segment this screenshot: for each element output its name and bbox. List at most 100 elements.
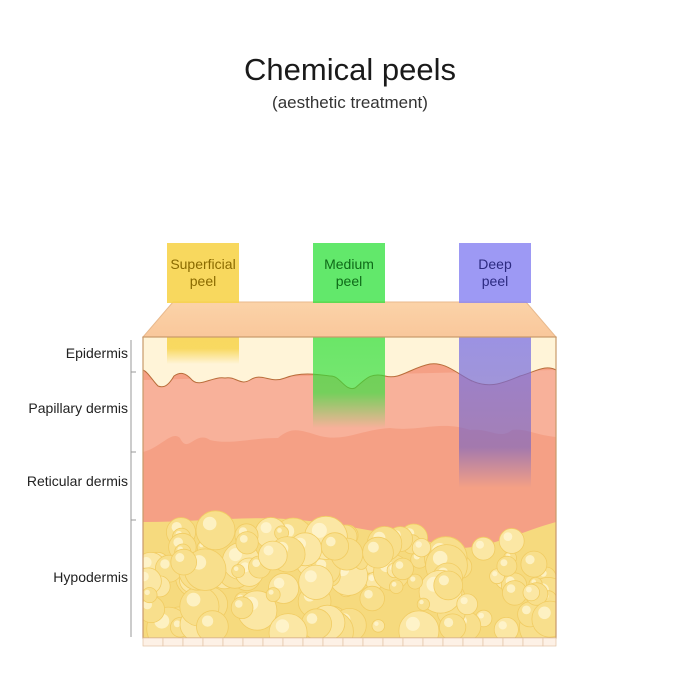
fat-cell-highlight xyxy=(498,621,507,630)
epidermis-label: Epidermis xyxy=(65,345,128,361)
page-subtitle: (aesthetic treatment) xyxy=(272,93,428,112)
fat-cell xyxy=(531,600,556,638)
tile xyxy=(502,637,524,647)
fat-cell-highlight xyxy=(374,621,379,626)
fat-cell-highlight xyxy=(260,522,272,534)
fat-cell xyxy=(391,557,414,581)
fat-cell-highlight xyxy=(391,581,397,587)
fat-cell xyxy=(439,613,467,638)
papillary-dermis-label: Papillary dermis xyxy=(28,400,128,416)
fat-cell xyxy=(143,587,158,604)
fat-cell-highlight xyxy=(275,619,290,633)
bottom-tile-strip xyxy=(142,637,557,647)
superficial-peel-box xyxy=(167,243,239,303)
superficial-peel-label-line1: Superficial xyxy=(170,256,236,272)
fat-cell xyxy=(416,597,430,611)
tile xyxy=(142,637,164,647)
tile xyxy=(202,637,224,647)
deep-peel-box xyxy=(459,243,531,303)
superficial-peel-column xyxy=(167,337,239,364)
medium-peel-label-line2: peel xyxy=(335,273,363,289)
fat-cell-highlight xyxy=(368,541,379,553)
hypodermis-label: Hypodermis xyxy=(53,569,128,585)
fat-cell xyxy=(456,593,479,616)
fat-cell xyxy=(231,564,246,578)
fat-cells xyxy=(143,510,556,638)
fat-cell-highlight xyxy=(438,575,449,586)
deep-peel-label: Deep peel xyxy=(459,256,531,290)
layer-bracket xyxy=(130,340,136,637)
fat-cell-highlight xyxy=(326,536,336,547)
tile xyxy=(522,637,544,647)
fat-cell-highlight xyxy=(252,559,261,567)
fat-cell xyxy=(498,528,525,554)
fat-cell xyxy=(496,555,518,577)
tile xyxy=(242,637,264,647)
fat-cell-highlight xyxy=(268,589,274,595)
fat-cell-highlight xyxy=(175,553,185,562)
fat-cell-highlight xyxy=(492,571,498,577)
tile xyxy=(402,637,424,647)
fat-cell-highlight xyxy=(160,559,170,569)
tile xyxy=(382,637,404,647)
tile xyxy=(342,637,364,647)
tile xyxy=(482,637,504,647)
fat-cell-highlight xyxy=(538,606,551,620)
fat-cell-highlight xyxy=(144,589,150,596)
medium-peel-label: Medium peel xyxy=(313,256,385,290)
fat-cell-highlight xyxy=(522,605,531,615)
fat-cell xyxy=(257,540,288,571)
fat-cell-highlight xyxy=(306,613,318,624)
tile xyxy=(302,637,324,647)
fat-cell-highlight xyxy=(143,571,149,582)
fat-cell-highlight xyxy=(186,592,201,607)
fat-cell-highlight xyxy=(233,566,239,571)
fat-cell xyxy=(265,587,281,602)
fat-cell xyxy=(230,596,254,619)
fat-cell-highlight xyxy=(228,548,242,562)
fat-cell-highlight xyxy=(410,576,416,582)
fat-cell-highlight xyxy=(444,617,454,628)
deep-peel-column xyxy=(459,337,531,488)
fat-cell xyxy=(522,583,541,602)
tile xyxy=(442,637,464,647)
fat-cell-highlight xyxy=(263,545,274,556)
fat-cell-highlight xyxy=(419,599,424,605)
fat-cell-highlight xyxy=(432,550,448,566)
fat-cell xyxy=(389,579,404,594)
fat-cell-highlight xyxy=(476,540,484,549)
tile xyxy=(462,637,484,647)
tile xyxy=(322,637,344,647)
fat-cell-highlight xyxy=(235,600,243,608)
fat-cell xyxy=(320,532,349,561)
fat-cell xyxy=(520,550,548,578)
fat-cell xyxy=(411,538,432,558)
tile xyxy=(162,637,184,647)
tile xyxy=(542,637,557,647)
medium-peel-column xyxy=(313,337,385,428)
fat-cell xyxy=(362,536,394,569)
fat-cell xyxy=(359,585,385,612)
fat-cell-highlight xyxy=(500,559,508,567)
fat-cell-highlight xyxy=(503,532,513,541)
fat-cell-highlight xyxy=(239,535,248,543)
fat-cell xyxy=(170,548,198,576)
deep-peel-label-line2: peel xyxy=(481,273,509,289)
tile xyxy=(262,637,284,647)
fat-cell-highlight xyxy=(405,616,420,631)
fat-cell-highlight xyxy=(506,584,516,593)
deep-peel-label-line1: Deep xyxy=(478,256,512,272)
fat-cell-highlight xyxy=(202,615,214,627)
fat-cell-highlight xyxy=(525,555,535,565)
fat-cell-highlight xyxy=(304,570,317,583)
fat-cell xyxy=(195,510,236,551)
fat-cell-highlight xyxy=(460,597,468,605)
tile xyxy=(222,637,244,647)
fat-cell-highlight xyxy=(173,620,181,628)
fat-cell-highlight xyxy=(368,575,375,582)
skin-top-surface xyxy=(141,301,558,338)
fat-cell xyxy=(471,536,496,561)
fat-cell-highlight xyxy=(311,522,327,538)
fat-cell-highlight xyxy=(364,589,373,599)
